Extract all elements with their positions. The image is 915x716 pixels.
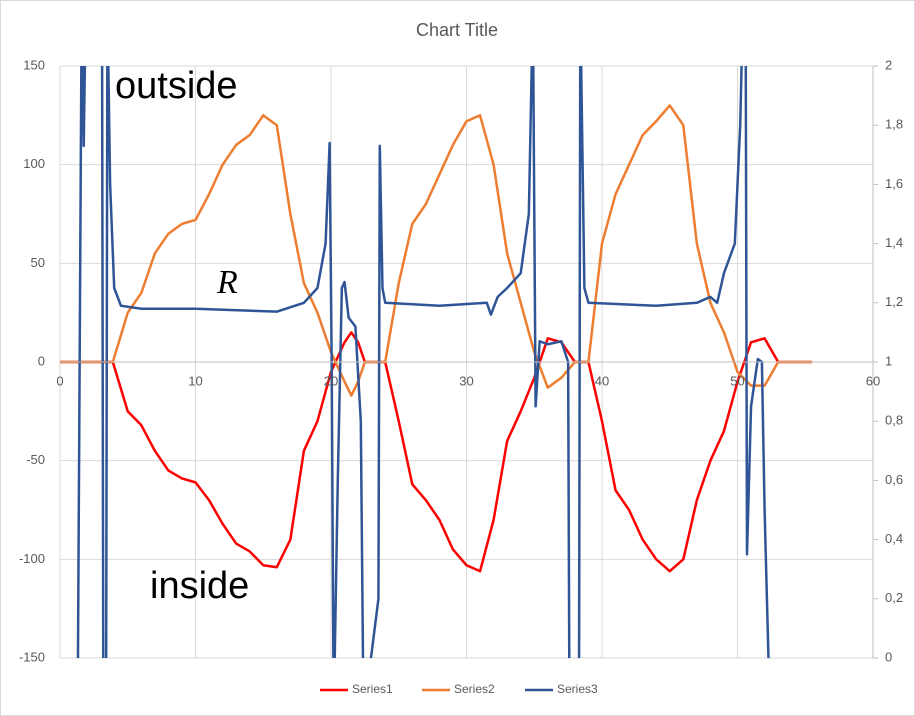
x-tick-label: 30 (459, 373, 473, 388)
x-tick-label: 10 (188, 373, 202, 388)
legend-label: Series1 (352, 682, 393, 696)
y2-tick-label: 1,6 (885, 176, 903, 191)
y2-tick-label: 1,4 (885, 235, 903, 250)
x-tick-label: 20 (324, 373, 338, 388)
annotation: inside (150, 565, 249, 607)
y2-tick-label: 0,2 (885, 590, 903, 605)
y2-tick-label: 0,4 (885, 531, 903, 546)
legend-label: Series2 (454, 682, 495, 696)
x-tick-label: 50 (730, 373, 744, 388)
series-line (76, 66, 770, 658)
legend-label: Series3 (557, 682, 598, 696)
y2-tick-label: 2 (885, 57, 892, 72)
y-tick-label: 150 (23, 57, 45, 72)
plot-area (60, 66, 813, 658)
y-tick-label: 50 (31, 255, 45, 270)
annotation: outside (115, 65, 238, 107)
y2-tick-label: 0,8 (885, 413, 903, 428)
y-tick-label: 100 (23, 156, 45, 171)
y2-tick-label: 0 (885, 649, 892, 664)
y2-tick-label: 1,2 (885, 294, 903, 309)
y2-tick-label: 1,8 (885, 117, 903, 132)
series-line (60, 104, 813, 397)
y-tick-label: -150 (19, 649, 45, 664)
x-tick-label: 0 (56, 373, 63, 388)
y-tick-label: 0 (38, 353, 45, 368)
y2-tick-label: 0,6 (885, 472, 903, 487)
y-tick-label: -50 (26, 452, 45, 467)
series-line (60, 331, 813, 573)
annotation: R (216, 264, 238, 301)
x-tick-label: 40 (595, 373, 609, 388)
y-tick-label: -100 (19, 551, 45, 566)
chart-title: Chart Title (416, 20, 498, 40)
y2-tick-label: 1 (885, 353, 892, 368)
